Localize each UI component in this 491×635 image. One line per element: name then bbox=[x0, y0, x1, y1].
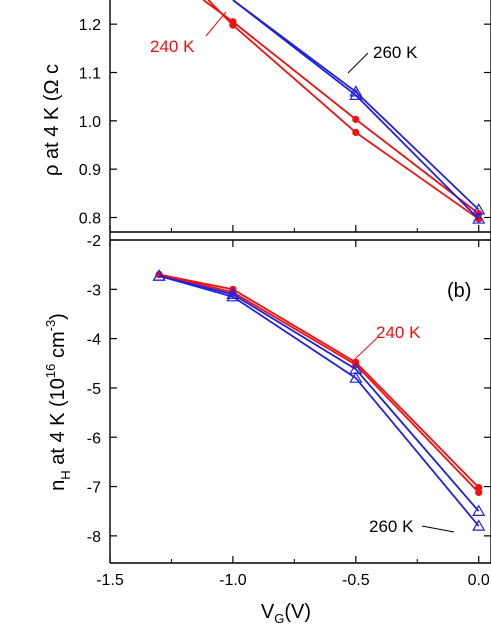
top-data-point bbox=[229, 21, 237, 29]
top-data-point bbox=[352, 115, 360, 123]
top-series-line bbox=[232, 0, 480, 220]
top-y-tick-label: 1.2 bbox=[79, 17, 101, 34]
top-series-line bbox=[232, 0, 480, 211]
top-260k-leader bbox=[347, 52, 369, 74]
bottom-y-tick-label: -4 bbox=[87, 332, 101, 349]
bottom-y-tick-label: -7 bbox=[87, 480, 101, 497]
top-y-tick-label: 0.8 bbox=[79, 211, 101, 228]
ylabel-unit: cm bbox=[47, 331, 69, 363]
bottom-series-line bbox=[158, 273, 480, 489]
bottom-data-point bbox=[472, 504, 486, 516]
bottom-260k-annotation: 260 K bbox=[369, 517, 414, 536]
bottom-data-point bbox=[226, 287, 240, 299]
top-data-point bbox=[472, 212, 486, 224]
bottom-panel: -8 -7 -6 -5 -4 -3 -2 -1.5 -1.0 -0.5 0.0 (b) nH at… bbox=[43, 232, 491, 626]
bottom-y-tick-label: -3 bbox=[87, 282, 101, 299]
xlabel-rest: (V) bbox=[284, 601, 311, 623]
ylabel-exp2: -3 bbox=[43, 320, 58, 332]
x-tick-label: 0.0 bbox=[468, 572, 490, 589]
top-240k-annotation: 240 K bbox=[150, 37, 195, 56]
bottom-260k-leader bbox=[421, 525, 455, 533]
bottom-240k-leader bbox=[351, 336, 379, 363]
xlabel-v: V bbox=[261, 601, 275, 623]
ylabel-mid: at 4 K (10 bbox=[47, 378, 69, 470]
bottom-data-point bbox=[152, 269, 166, 281]
bottom-data-point bbox=[349, 371, 363, 383]
bottom-panel-label: (b) bbox=[447, 280, 471, 302]
ylabel-exp1: 16 bbox=[43, 364, 58, 378]
top-260k-annotation: 260 K bbox=[373, 43, 418, 62]
x-tick-label: -1.0 bbox=[219, 572, 247, 589]
bottom-series-line bbox=[158, 275, 480, 512]
bottom-y-tick-label: -2 bbox=[87, 233, 101, 250]
bottom-y-ticks: -8 -7 -6 -5 -4 -3 -2 bbox=[87, 233, 491, 546]
x-axis-label: VG(V) bbox=[261, 601, 311, 626]
top-series-group bbox=[202, 0, 486, 224]
top-x-ticks bbox=[109, 225, 480, 232]
bottom-series-group bbox=[152, 269, 486, 531]
top-data-point bbox=[349, 88, 363, 100]
xlabel-sub: G bbox=[274, 611, 284, 626]
ylabel-n: n bbox=[47, 480, 69, 491]
x-tick-label: -0.5 bbox=[342, 572, 370, 589]
ylabel-close: ) bbox=[47, 313, 69, 320]
top-240k-leader bbox=[205, 11, 227, 37]
bottom-y-axis-label: nH at 4 K (1016 cm-3) bbox=[43, 313, 73, 491]
bottom-data-point bbox=[475, 488, 483, 497]
top-series-line bbox=[202, 0, 480, 215]
bottom-y-tick-label: -8 bbox=[87, 529, 101, 546]
ylabel-n-sub: H bbox=[58, 470, 73, 479]
top-panel: 0.8 0.9 1.0 1.1 1.2 ρ at 4 K (Ω c 240 K 260 … bbox=[41, 0, 491, 233]
bottom-y-tick-label: -5 bbox=[87, 381, 101, 398]
bottom-series-line bbox=[158, 275, 480, 527]
top-y-tick-label: 1.0 bbox=[79, 114, 101, 131]
top-y-tick-label: 1.1 bbox=[79, 66, 101, 83]
bottom-240k-annotation: 240 K bbox=[376, 323, 421, 342]
top-series-line bbox=[207, 0, 480, 220]
bottom-data-point bbox=[226, 290, 240, 302]
bottom-series-line bbox=[158, 273, 480, 494]
bottom-x-ticks: -1.5 -1.0 -0.5 0.0 bbox=[96, 240, 490, 589]
top-y-tick-label: 0.9 bbox=[79, 162, 101, 179]
top-y-ticks: 0.8 0.9 1.0 1.1 1.2 bbox=[79, 17, 491, 228]
bottom-y-tick-label: -6 bbox=[87, 430, 101, 447]
top-data-point bbox=[352, 128, 360, 137]
top-y-axis-label: ρ at 4 K (Ω c bbox=[41, 64, 63, 176]
bottom-data-point bbox=[472, 519, 486, 531]
x-tick-label: -1.5 bbox=[96, 572, 124, 589]
